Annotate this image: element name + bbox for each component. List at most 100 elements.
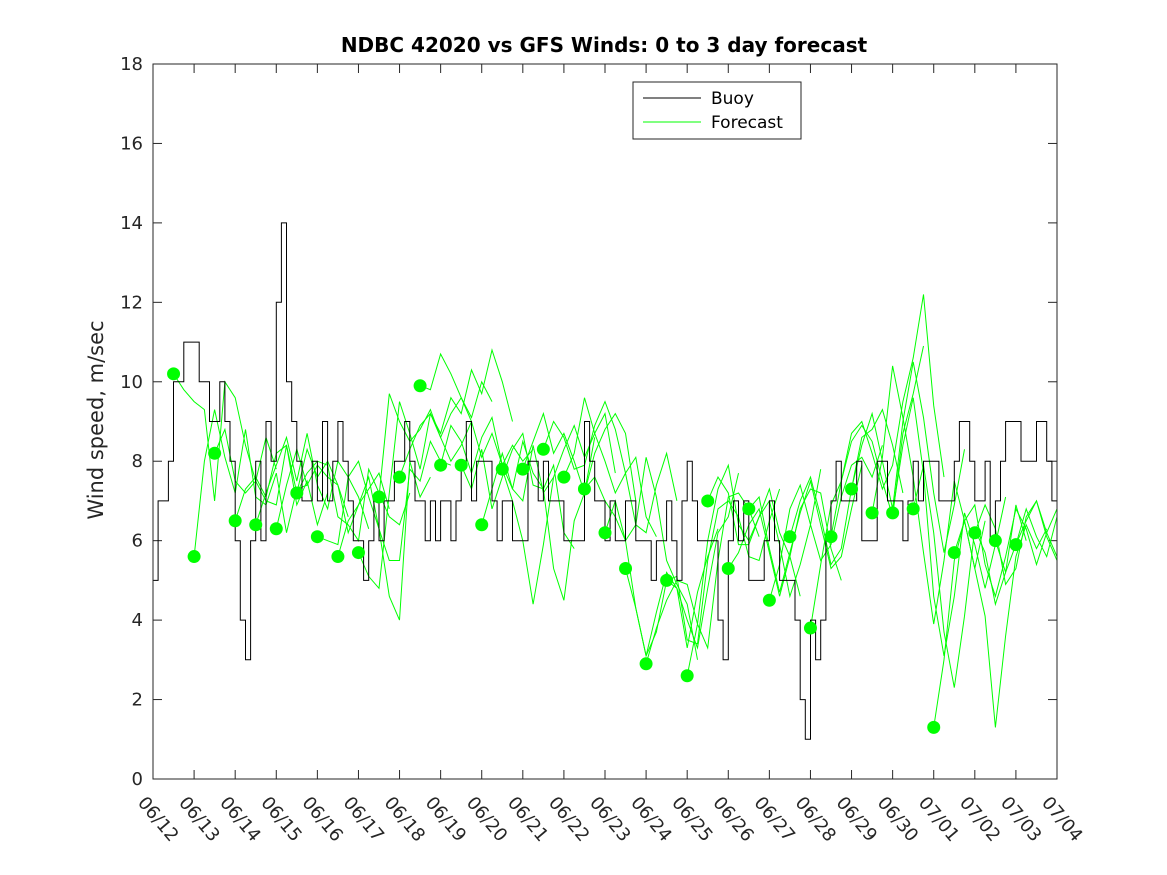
forecast-line — [953, 503, 1057, 599]
forecast-line — [994, 507, 1057, 574]
x-tick-label: 06/26 — [708, 793, 757, 846]
forecast-point — [619, 561, 633, 575]
forecast-line — [255, 433, 370, 529]
plot-border — [152, 63, 1058, 780]
y-tick-label: 4 — [132, 610, 143, 631]
forecast-line — [522, 411, 637, 501]
legend-label: Forecast — [711, 113, 783, 133]
y-tick-label: 10 — [120, 372, 143, 393]
forecast-point — [577, 482, 591, 496]
x-tick-label: 06/27 — [750, 793, 799, 846]
x-tick-label: 06/14 — [215, 793, 264, 846]
forecast-line — [214, 427, 329, 527]
forecast-point — [249, 518, 263, 532]
forecast-point — [927, 720, 941, 734]
forecast-line — [666, 488, 781, 645]
forecast-point — [824, 530, 838, 544]
x-tick-label: 06/16 — [298, 793, 347, 846]
x-tick-label: 06/15 — [256, 793, 305, 846]
forecast-point — [557, 470, 571, 484]
forecast-point — [290, 486, 304, 500]
forecast-point — [434, 458, 448, 472]
y-axis-label: Wind speed, m/sec — [84, 320, 108, 519]
y-tick-label: 16 — [120, 133, 143, 154]
forecast-point — [639, 657, 653, 671]
forecast-point — [228, 514, 242, 528]
forecast-line — [892, 397, 1007, 656]
forecast-point — [167, 367, 181, 381]
forecast-point — [660, 573, 674, 587]
forecast-point — [701, 494, 715, 508]
x-tick-label: 06/21 — [503, 793, 552, 846]
x-tick-label: 07/04 — [1037, 793, 1086, 846]
x-tick-label: 07/03 — [996, 793, 1045, 846]
forecast-point — [598, 526, 612, 540]
forecast-line — [748, 465, 863, 593]
y-tick-label: 6 — [132, 531, 143, 552]
x-tick-label: 06/29 — [832, 793, 881, 846]
forecast-point — [208, 446, 222, 460]
x-tick-label: 06/22 — [544, 793, 593, 846]
forecast-line — [933, 520, 1048, 728]
legend-box — [632, 81, 802, 140]
forecast-point — [803, 621, 817, 635]
forecast-line — [419, 352, 534, 467]
forecast-point — [310, 530, 324, 544]
y-tick-label: 12 — [120, 292, 143, 313]
forecast-point — [783, 530, 797, 544]
forecast-point — [413, 379, 427, 393]
forecast-point — [947, 546, 961, 560]
forecast-point — [454, 458, 468, 472]
forecast-line — [358, 401, 472, 590]
forecast-point — [906, 502, 920, 516]
forecast-line — [193, 409, 308, 557]
forecast-line — [563, 397, 678, 534]
forecast-line — [542, 400, 657, 537]
x-tick-label: 06/12 — [133, 793, 182, 846]
x-tick-label: 06/17 — [339, 793, 388, 846]
forecast-point — [742, 502, 756, 516]
x-tick-label: 07/01 — [914, 793, 963, 846]
forecast-point — [351, 546, 365, 560]
x-tick-label: 06/30 — [873, 793, 922, 846]
legend-label: Buoy — [711, 89, 754, 109]
forecast-point — [680, 669, 694, 683]
forecast-point — [372, 490, 386, 504]
x-tick-label: 06/23 — [585, 793, 634, 846]
y-tick-label: 8 — [132, 451, 143, 472]
forecast-point — [762, 593, 776, 607]
forecast-point — [886, 506, 900, 520]
forecast-point — [393, 470, 407, 484]
x-tick-label: 06/13 — [174, 793, 223, 846]
forecast-line — [399, 348, 513, 478]
forecast-line — [707, 469, 822, 599]
forecast-point — [495, 462, 509, 476]
buoy-series — [153, 222, 1057, 740]
forecast-line — [645, 492, 760, 664]
forecast-line — [460, 432, 575, 549]
forecast-point — [1009, 538, 1023, 552]
y-tick-label: 2 — [132, 690, 143, 711]
forecast-line — [337, 440, 452, 561]
forecast-line — [501, 412, 616, 605]
forecast-point — [269, 522, 283, 536]
y-axis: 0 2 4 6 8 10 12 14 16 18 — [120, 54, 1057, 790]
forecast-point — [845, 482, 859, 496]
x-tick-label: 07/02 — [955, 793, 1004, 846]
forecast-line — [440, 416, 555, 503]
x-tick-label: 06/28 — [791, 793, 840, 846]
forecast-line — [625, 472, 739, 658]
forecast-point — [865, 506, 879, 520]
forecast-line — [974, 499, 1057, 586]
y-tick-label: 14 — [120, 213, 143, 234]
forecast-line — [604, 499, 719, 657]
forecast-point — [331, 550, 345, 564]
plot-area — [153, 64, 1057, 779]
y-tick-label: 0 — [132, 769, 143, 790]
buoy-line — [153, 222, 1057, 740]
forecast-line — [789, 408, 904, 566]
forecast-point — [968, 526, 982, 540]
plot-background — [153, 64, 1057, 779]
forecast-line — [912, 465, 1027, 688]
